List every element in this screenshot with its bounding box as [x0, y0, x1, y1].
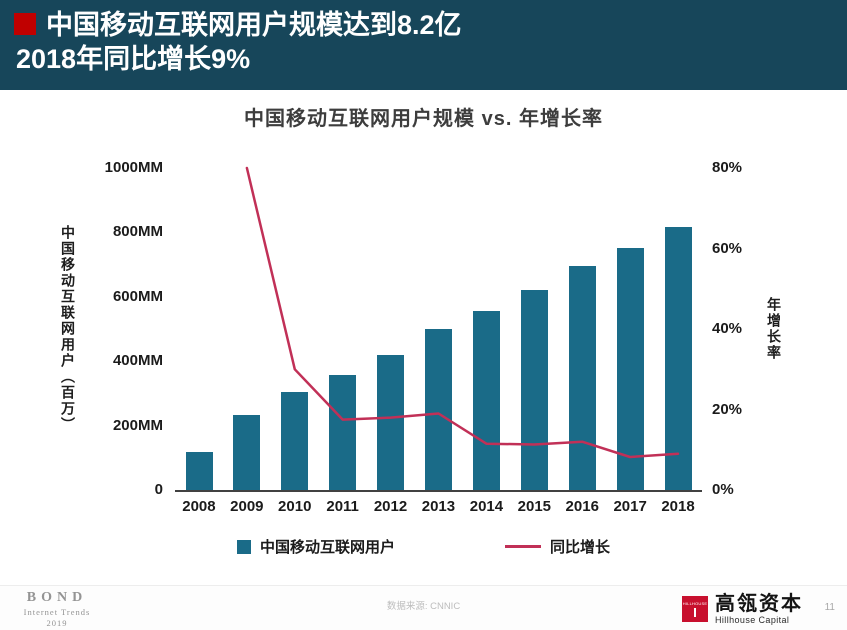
hillhouse-name-en: Hillhouse Capital [715, 615, 790, 625]
x-axis-label-2010: 2010 [278, 498, 312, 515]
left-axis-tick: 600MM [112, 287, 163, 305]
growth-line-layer [245, 166, 680, 459]
legend-bar-label: 中国移动互联网用户 [259, 539, 395, 556]
hillhouse-logo-names: 高瓴资本 Hillhouse Capital [715, 593, 803, 625]
bar-2009 [233, 415, 261, 490]
bar-2010 [281, 392, 309, 490]
header-title-line2: 2018年同比增长9% [16, 44, 251, 74]
bar-2012 [377, 354, 405, 490]
header-accent-square [14, 13, 36, 35]
x-axis-label-2017: 2017 [613, 498, 647, 515]
bar-2016 [568, 266, 596, 490]
bar-2017 [616, 247, 644, 490]
page-number: 11 [824, 602, 835, 613]
left-axis-tick: 800MM [112, 223, 163, 241]
hillhouse-logo-bar-icon [694, 607, 696, 617]
hillhouse-logo-text: HILLHOUSE [682, 600, 708, 606]
legend-item-users: 中国移动互联网用户 [236, 536, 395, 557]
hillhouse-logo: HILLHOUSE 高瓴资本 Hillhouse Capital [682, 593, 803, 625]
left-axis-ticks: 1000MM 800MM 600MM 400MM 200MM 0 [85, 159, 163, 498]
bond-logo-title: BOND [26, 590, 88, 605]
bar-2018 [664, 226, 692, 490]
bar-2008 [185, 452, 213, 490]
bond-logo-year: 2019 [46, 618, 68, 628]
growth-line [245, 166, 680, 459]
data-source: 数据来源: CNNIC [386, 601, 461, 612]
bar-2014 [472, 310, 500, 490]
bond-logo: BOND Internet Trends 2019 [14, 590, 100, 628]
right-axis-title: 年增长率 [766, 297, 782, 361]
legend-line-swatch [505, 545, 541, 548]
legend: 中国移动互联网用户 同比增长 [0, 536, 847, 557]
bar-2015 [520, 290, 548, 490]
chart-title: 中国移动互联网用户规模 vs. 年增长率 [244, 108, 603, 130]
right-axis-tick: 20% [712, 400, 743, 418]
bar-2011 [329, 375, 357, 490]
left-axis-tick: 1000MM [104, 159, 163, 176]
x-axis-label-2011: 2011 [326, 498, 359, 515]
header-title-line1: 中国移动互联网用户规模达到8.2亿 [46, 10, 462, 40]
bar-series [175, 168, 702, 490]
bar-2013 [425, 329, 452, 490]
plot-area [175, 166, 702, 492]
x-axis-label-2008: 2008 [182, 498, 216, 515]
right-axis-tick: 0% [712, 481, 734, 498]
legend-item-growth: 同比增长 [505, 536, 610, 557]
x-axis-labels: 2008 2009 2010 2011 2012 2013 2014 2015 2016 2017… [175, 498, 702, 518]
legend-bar-swatch [236, 539, 251, 554]
right-axis-ticks: 80% 60% 40% 20% 0% [712, 159, 772, 498]
x-axis-label-2013: 2013 [421, 498, 456, 515]
x-axis-label-2015: 2015 [517, 498, 552, 515]
right-axis-tick: 60% [712, 239, 743, 257]
left-axis-tick: 200MM [112, 416, 163, 434]
hillhouse-logo-mark: HILLHOUSE [682, 596, 708, 622]
left-axis-tick: 0 [154, 481, 163, 498]
x-axis-label-2009: 2009 [230, 498, 264, 515]
x-axis-label-2016: 2016 [565, 498, 599, 515]
right-axis-tick: 80% [712, 159, 743, 176]
legend-line-label: 同比增长 [550, 539, 611, 556]
hillhouse-name-cn: 高瓴资本 [715, 593, 803, 615]
right-axis-tick: 40% [712, 320, 743, 337]
left-axis-title: 中国移动互联网用户（百万） [60, 225, 76, 433]
x-axis-label-2012: 2012 [373, 498, 408, 515]
x-axis-label-2014: 2014 [469, 498, 504, 515]
left-axis-tick: 400MM [112, 352, 163, 370]
x-axis-label-2018: 2018 [661, 498, 695, 515]
header: 中国移动互联网用户规模达到8.2亿 2018年同比增长9% [0, 0, 847, 90]
bond-logo-subtitle: Internet Trends [23, 607, 91, 617]
footer: BOND Internet Trends 2019 数据来源: CNNIC HI… [0, 585, 847, 630]
